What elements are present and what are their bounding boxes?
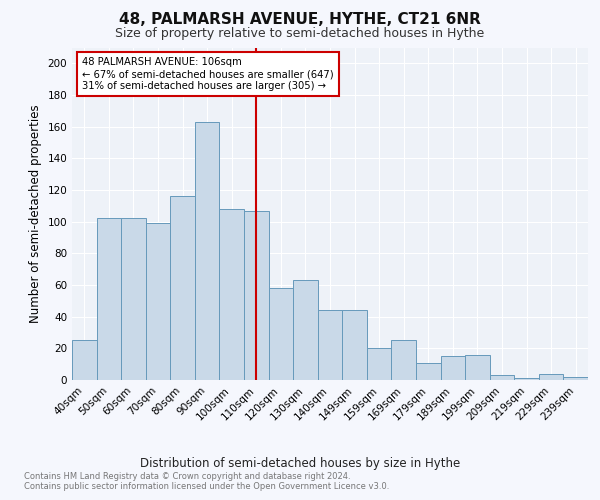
Bar	[293, 280, 318, 380]
Bar	[318, 310, 342, 380]
Bar	[490, 375, 514, 380]
Bar	[195, 122, 220, 380]
Bar	[416, 362, 440, 380]
Text: 48, PALMARSH AVENUE, HYTHE, CT21 6NR: 48, PALMARSH AVENUE, HYTHE, CT21 6NR	[119, 12, 481, 28]
Bar	[220, 209, 244, 380]
Bar	[170, 196, 195, 380]
Bar	[440, 356, 465, 380]
Y-axis label: Number of semi-detached properties: Number of semi-detached properties	[29, 104, 42, 323]
Bar	[514, 378, 539, 380]
Bar	[367, 348, 391, 380]
Text: Distribution of semi-detached houses by size in Hythe: Distribution of semi-detached houses by …	[140, 458, 460, 470]
Bar	[269, 288, 293, 380]
Bar	[72, 340, 97, 380]
Text: 48 PALMARSH AVENUE: 106sqm
← 67% of semi-detached houses are smaller (647)
31% o: 48 PALMARSH AVENUE: 106sqm ← 67% of semi…	[82, 58, 334, 90]
Bar	[465, 354, 490, 380]
Bar	[97, 218, 121, 380]
Bar	[539, 374, 563, 380]
Bar	[342, 310, 367, 380]
Bar	[121, 218, 146, 380]
Bar	[146, 223, 170, 380]
Bar	[391, 340, 416, 380]
Text: Contains public sector information licensed under the Open Government Licence v3: Contains public sector information licen…	[24, 482, 389, 491]
Text: Size of property relative to semi-detached houses in Hythe: Size of property relative to semi-detach…	[115, 28, 485, 40]
Text: Contains HM Land Registry data © Crown copyright and database right 2024.: Contains HM Land Registry data © Crown c…	[24, 472, 350, 481]
Bar	[563, 377, 588, 380]
Bar	[244, 210, 269, 380]
